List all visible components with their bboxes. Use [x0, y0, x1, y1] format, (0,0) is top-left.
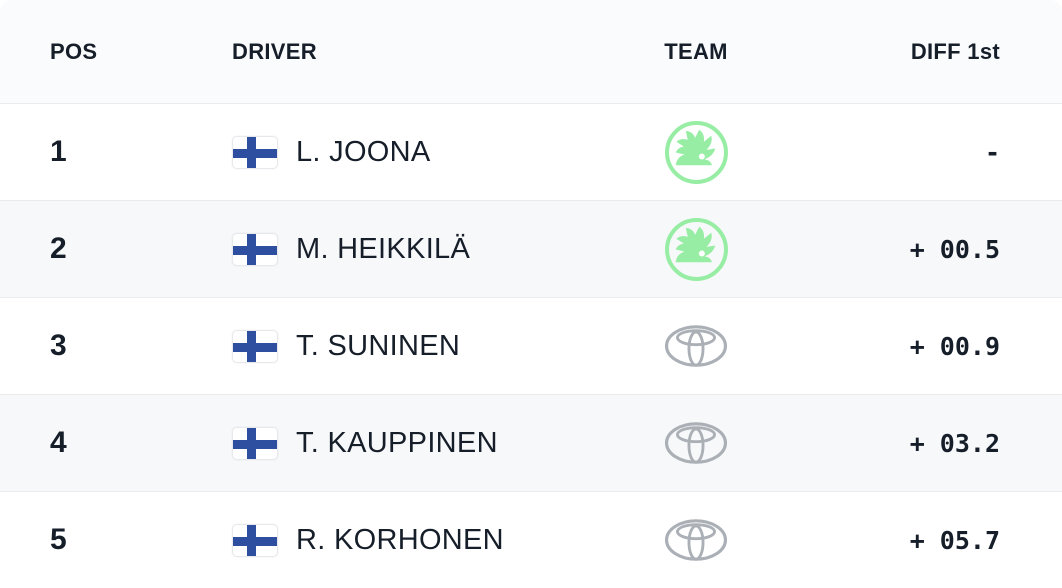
- team-logo: [664, 421, 728, 465]
- finland-flag-icon: [232, 523, 278, 557]
- position-value: 3: [50, 329, 67, 362]
- team-cell: [566, 518, 826, 562]
- position-value: 2: [50, 232, 67, 265]
- team-cell: [566, 216, 826, 283]
- finland-flag-icon: [232, 135, 278, 169]
- skoda-logo-icon: [664, 120, 728, 184]
- table-row: 4 T. KAUPPINEN + 03.2: [0, 394, 1062, 491]
- table-row: 1 L. JOONA -: [0, 103, 1062, 200]
- position-value: 4: [50, 426, 67, 459]
- column-header-diff: DIFF 1st: [910, 38, 1000, 64]
- driver-name: M. HEIKKILÄ: [296, 232, 471, 265]
- position-value: 1: [50, 135, 67, 168]
- column-header-driver: DRIVER: [232, 38, 317, 64]
- diff-value: + 00.9: [909, 331, 1000, 361]
- team-logo: [664, 324, 728, 368]
- team-logo: [663, 119, 730, 186]
- table-row: 5 R. KORHONEN + 05.7: [0, 491, 1062, 588]
- position-value: 5: [50, 523, 67, 556]
- driver-name: R. KORHONEN: [296, 523, 504, 556]
- driver-cell: M. HEIKKILÄ: [180, 232, 566, 266]
- table-header: POS DRIVER TEAM DIFF 1st: [0, 0, 1062, 103]
- driver-cell: R. KORHONEN: [180, 523, 566, 557]
- skoda-logo-icon: [664, 217, 728, 281]
- driver-name: T. SUNINEN: [296, 329, 461, 362]
- diff-value: -: [984, 137, 1000, 167]
- team-logo: [663, 216, 730, 283]
- driver-cell: T. SUNINEN: [180, 329, 566, 363]
- column-header-team: TEAM: [664, 38, 728, 64]
- finland-flag-icon: [232, 232, 278, 266]
- finland-flag-icon: [232, 426, 278, 460]
- driver-cell: T. KAUPPINEN: [180, 426, 566, 460]
- team-logo: [664, 518, 728, 562]
- table-row: 3 T. SUNINEN + 00.9: [0, 297, 1062, 394]
- toyota-logo-icon: [664, 325, 728, 367]
- diff-value: + 05.7: [909, 525, 1000, 555]
- column-header-pos: POS: [50, 38, 98, 64]
- diff-value: + 03.2: [909, 428, 1000, 458]
- finland-flag-icon: [232, 329, 278, 363]
- driver-name: T. KAUPPINEN: [296, 426, 498, 459]
- toyota-logo-icon: [664, 422, 728, 464]
- team-cell: [566, 324, 826, 368]
- diff-value: + 00.5: [909, 234, 1000, 264]
- team-cell: [566, 119, 826, 186]
- toyota-logo-icon: [664, 519, 728, 561]
- driver-cell: L. JOONA: [180, 135, 566, 169]
- team-cell: [566, 421, 826, 465]
- driver-name: L. JOONA: [296, 135, 431, 168]
- table-row: 2 M. HEIKKILÄ + 00.5: [0, 200, 1062, 297]
